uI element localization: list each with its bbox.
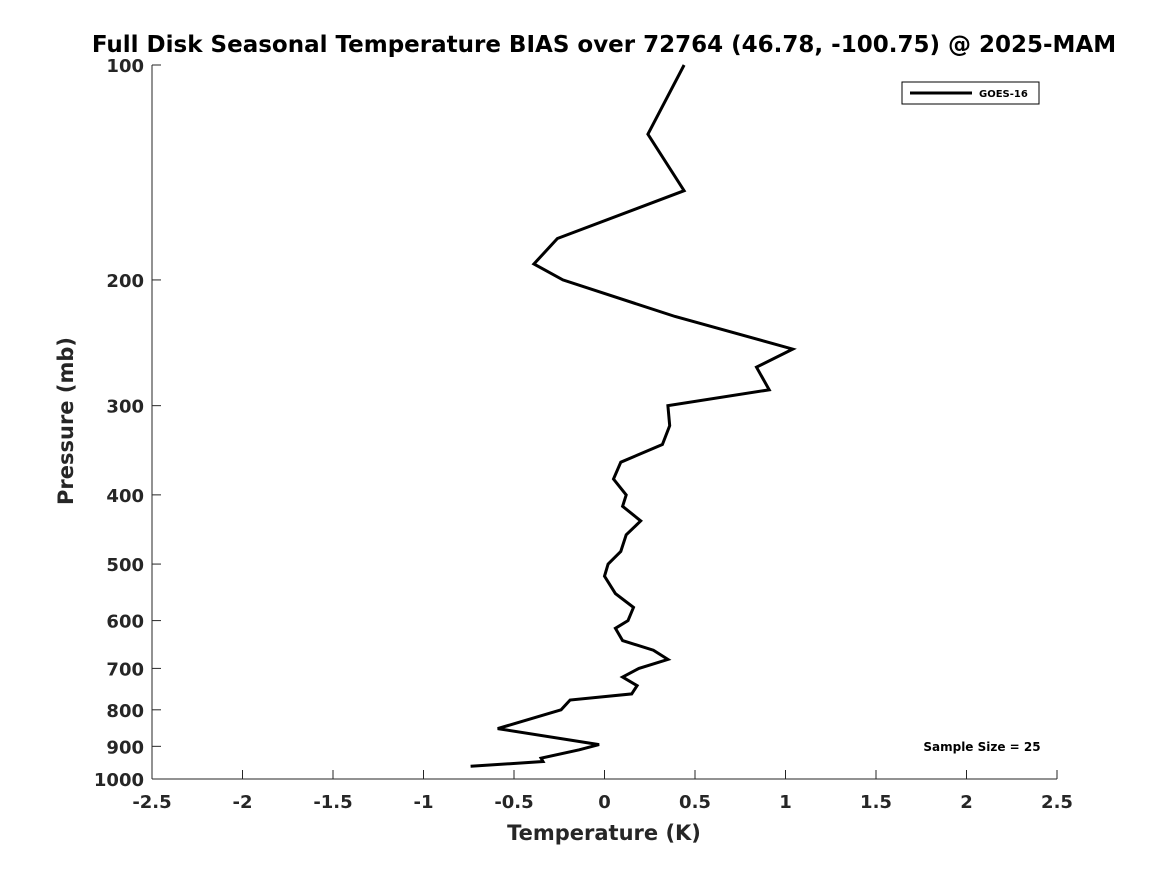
legend: GOES-16 — [901, 81, 1040, 105]
x-tick-label: 2.5 — [1041, 792, 1073, 813]
x-tick-label: -2.5 — [132, 792, 171, 813]
x-tick-label: -1 — [414, 792, 434, 813]
x-tick-label: -2 — [233, 792, 253, 813]
sample-size-annotation: Sample Size = 25 — [923, 740, 1040, 754]
y-tick-label: 700 — [106, 659, 144, 680]
y-tick-label: 400 — [106, 486, 144, 507]
x-tick-label: 2 — [960, 792, 973, 813]
axes — [151, 65, 1057, 780]
y-tick-label: 900 — [106, 737, 144, 758]
x-tick-label: 0 — [598, 792, 611, 813]
y-tick-label: 200 — [106, 271, 144, 292]
y-tick-label: 800 — [106, 701, 144, 722]
series-line-goes-16 — [470, 64, 797, 768]
x-tick-label: -1.5 — [313, 792, 352, 813]
y-axis-ticks: 100 200 300 400 500 600 700 800 900 1000 — [94, 56, 161, 791]
x-tick-label: 1 — [779, 792, 792, 813]
legend-label-goes-16: GOES-16 — [979, 89, 1028, 100]
series-group — [470, 64, 797, 768]
y-tick-label: 500 — [106, 555, 144, 576]
y-axis-label: Pressure (mb) — [54, 337, 78, 505]
y-tick-label: 1000 — [94, 770, 144, 791]
x-tick-label: 0.5 — [679, 792, 711, 813]
x-axis-ticks: -2.5 -2 -1.5 -1 -0.5 0 0.5 1 1.5 2 2.5 — [132, 770, 1073, 813]
chart-title: Full Disk Seasonal Temperature BIAS over… — [92, 32, 1116, 58]
y-tick-label: 600 — [106, 612, 144, 633]
x-axis-label: Temperature (K) — [507, 821, 701, 845]
x-tick-label: 1.5 — [860, 792, 892, 813]
y-tick-label: 100 — [106, 56, 144, 77]
y-tick-label: 300 — [106, 397, 144, 418]
x-tick-label: -0.5 — [494, 792, 533, 813]
